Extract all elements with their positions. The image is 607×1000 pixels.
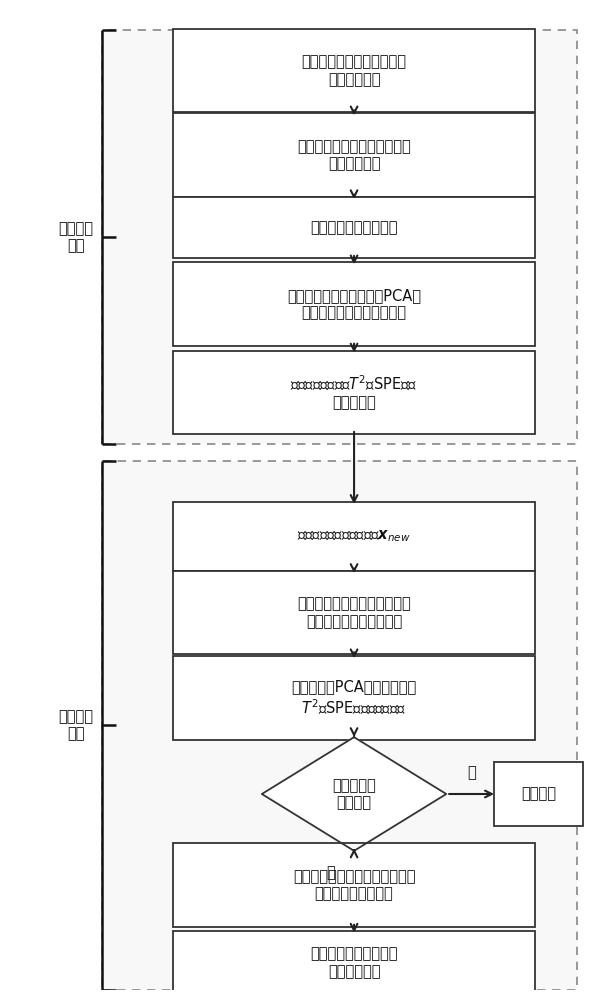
Bar [103,30,577,444]
Text: 离线建模
过程: 离线建模 过程 [58,221,93,253]
Text: 按照属性展开方式将三维数据
变为二维数据: 按照属性展开方式将三维数据 变为二维数据 [297,139,411,171]
Bar [103,461,577,990]
Text: 根据产品牌号，调用对应建模
数据信息进行数据预处理: 根据产品牌号，调用对应建模 数据信息进行数据预处理 [297,596,411,629]
FancyBboxPatch shape [172,571,535,654]
Text: 获得当前过程的观测数据$\boldsymbol{x}_{new}$: 获得当前过程的观测数据$\boldsymbol{x}_{new}$ [297,528,411,544]
Text: 对二维数据进行预处理: 对二维数据进行预处理 [310,220,398,235]
Text: 依据各变量的贡献大小
确定原因变量: 依据各变量的贡献大小 确定原因变量 [310,946,398,979]
FancyBboxPatch shape [172,502,535,571]
Text: 在线监测
过程: 在线监测 过程 [58,709,93,742]
FancyBboxPatch shape [172,931,535,994]
FancyBboxPatch shape [172,29,535,112]
FancyBboxPatch shape [172,351,535,434]
FancyBboxPatch shape [172,113,535,197]
Text: 两个统计量
有无超限: 两个统计量 有无超限 [332,778,376,810]
Text: 调用对应的PCA监测模型计算
$T^2$和SPE两个监测统计量: 调用对应的PCA监测模型计算 $T^2$和SPE两个监测统计量 [291,679,416,717]
Text: 对正常工况下不同产品牌号
数据进行采集: 对正常工况下不同产品牌号 数据进行采集 [302,55,407,87]
Text: 对不同产品牌号数据进行PCA分
解，建立各牌号的监测模型: 对不同产品牌号数据进行PCA分 解，建立各牌号的监测模型 [287,288,421,320]
FancyBboxPatch shape [172,197,535,258]
FancyBboxPatch shape [172,843,535,927]
FancyBboxPatch shape [494,762,583,826]
Text: 正常工况: 正常工况 [521,786,556,802]
FancyBboxPatch shape [172,262,535,346]
Text: 有: 有 [326,865,334,880]
Text: 异常工况，分别计算各过程变量
对超限统计量的贡献: 异常工况，分别计算各过程变量 对超限统计量的贡献 [293,869,415,901]
Polygon shape [262,737,446,851]
Text: 计算各监测模型的$T^2$和SPE统计
量及控制限: 计算各监测模型的$T^2$和SPE统计 量及控制限 [290,374,418,411]
FancyBboxPatch shape [172,656,535,740]
Text: 无: 无 [467,765,476,780]
